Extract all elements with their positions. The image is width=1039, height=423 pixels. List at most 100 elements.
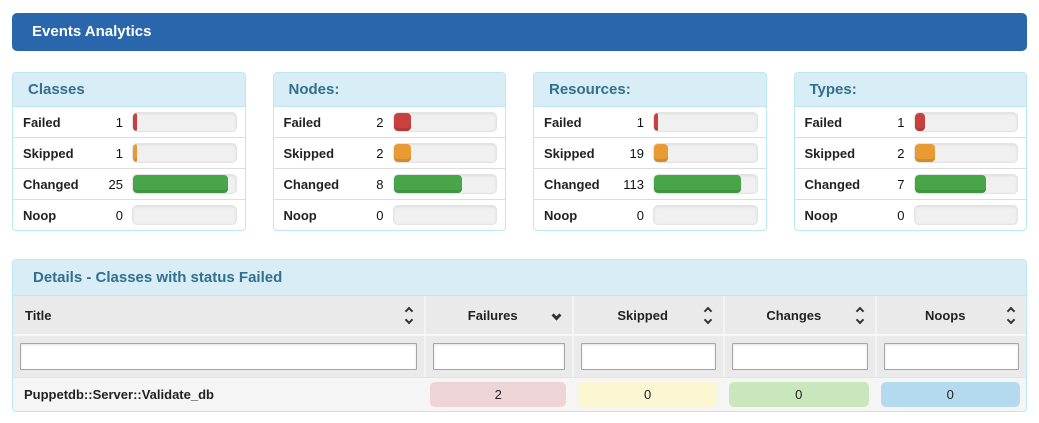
filter-cell-skipped xyxy=(572,336,723,377)
metric-value: 0 xyxy=(376,207,384,223)
progress-bar-fill xyxy=(914,113,925,131)
column-header-label: Skipped xyxy=(617,307,668,323)
metric-row-changed: Changed 113 xyxy=(534,168,766,199)
column-header-label: Title xyxy=(25,307,52,323)
progress-bar-fill xyxy=(914,144,935,162)
progress-bar-fill xyxy=(133,144,138,162)
metric-value: 1 xyxy=(115,114,123,130)
filter-input-failures[interactable] xyxy=(433,343,566,370)
progress-bar-fill xyxy=(654,113,658,131)
progress-bar-track xyxy=(132,174,237,194)
row-cell-noops: 0 xyxy=(875,378,1026,411)
metric-row-noop: Noop 0 xyxy=(273,199,505,230)
column-header-changes[interactable]: Changes xyxy=(723,296,874,334)
events-analytics-header: Events Analytics xyxy=(12,13,1027,51)
progress-bar-track xyxy=(653,205,758,225)
metric-label: Failed xyxy=(804,114,843,130)
summary-panel-types: Types: Failed 1 Skipped 2 Changed 7 Noop 0 xyxy=(793,72,1027,231)
column-header-noops[interactable]: Noops xyxy=(874,296,1026,334)
metric-value: 0 xyxy=(636,207,644,223)
progress-bar-track xyxy=(132,143,237,163)
metric-row-skipped: Skipped 1 xyxy=(13,137,245,168)
page-title: Events Analytics xyxy=(32,23,152,40)
progress-bar-track xyxy=(913,143,1018,163)
metric-label: Failed xyxy=(23,114,61,130)
row-cell-changes: 0 xyxy=(723,378,874,411)
progress-bar-fill xyxy=(654,144,669,162)
column-header-label: Changes xyxy=(766,307,822,323)
metric-label: Skipped xyxy=(804,145,856,161)
filter-input-changes[interactable] xyxy=(732,343,868,370)
metric-row-failed: Failed 1 xyxy=(534,107,766,137)
sort-icon xyxy=(703,306,713,324)
metric-row-changed: Changed 8 xyxy=(273,168,505,199)
count-badge-noops: 0 xyxy=(880,382,1020,407)
filter-input-title[interactable] xyxy=(20,343,418,370)
metric-row-failed: Failed 1 xyxy=(13,107,245,137)
summary-panel-body: Failed 1 Skipped 19 Changed 113 Noop 0 xyxy=(534,107,766,230)
metric-value: 1 xyxy=(897,114,905,130)
sort-icon xyxy=(405,306,414,324)
metric-row-noop: Noop 0 xyxy=(13,199,245,230)
progress-bar-track xyxy=(392,174,497,194)
filter-cell-noops xyxy=(874,336,1026,377)
row-title: Puppetdb::Server::Validate_db xyxy=(24,387,214,402)
summary-panel-nodes: Nodes: Failed 2 Skipped 2 Changed 8 Noop 0 xyxy=(272,72,506,231)
progress-bar-track xyxy=(913,112,1018,132)
filter-input-noops[interactable] xyxy=(883,343,1019,370)
sort-icon xyxy=(855,306,864,324)
metric-label: Failed xyxy=(283,114,322,130)
progress-bar-track xyxy=(132,205,237,225)
column-header-title[interactable]: Title xyxy=(13,296,424,334)
metric-value: 0 xyxy=(115,207,123,223)
summary-panel-body: Failed 1 Skipped 1 Changed 25 Noop 0 xyxy=(13,107,245,230)
metric-label: Noop xyxy=(23,207,57,223)
row-cell-failures: 2 xyxy=(424,378,572,411)
progress-bar-fill xyxy=(133,175,229,193)
metric-value: 7 xyxy=(897,176,905,192)
metric-row-noop: Noop 0 xyxy=(534,199,766,230)
progress-bar-track xyxy=(913,174,1018,194)
column-header-skipped[interactable]: Skipped xyxy=(572,296,723,334)
metric-label: Changed xyxy=(283,176,340,192)
sort-icon xyxy=(1006,306,1016,324)
metric-value: 0 xyxy=(897,207,905,223)
summary-panels: Classes Failed 1 Skipped 1 Changed 25 Noop 0 Node… xyxy=(12,72,1027,231)
metric-value: 1 xyxy=(115,145,123,161)
metric-label: Noop xyxy=(804,207,838,223)
column-header-label: Failures xyxy=(467,307,518,323)
metric-row-skipped: Skipped 2 xyxy=(273,137,505,168)
filter-cell-changes xyxy=(723,336,874,377)
progress-bar-track xyxy=(653,112,758,132)
metric-row-skipped: Skipped 19 xyxy=(534,137,766,168)
metric-value: 113 xyxy=(623,176,644,192)
details-table: Title Failures Skipped Changes Noops Puppetdb… xyxy=(13,296,1026,411)
row-cell-skipped: 0 xyxy=(572,378,723,411)
count-badge-changes: 0 xyxy=(729,382,869,407)
summary-panel-title: Resources: xyxy=(534,73,766,107)
count-badge-skipped: 0 xyxy=(578,382,718,407)
details-filter-row xyxy=(13,334,1026,377)
summary-panel-title: Types: xyxy=(794,73,1026,107)
summary-panel-resources: Resources: Failed 1 Skipped 19 Changed 113 Noop… xyxy=(533,72,767,231)
filter-input-skipped[interactable] xyxy=(581,343,717,370)
metric-value: 19 xyxy=(629,145,644,161)
details-title: Details - Classes with status Failed xyxy=(33,269,283,286)
column-header-failures[interactable]: Failures xyxy=(424,296,572,334)
page: Events Analytics Classes Failed 1 Skipped 1 C… xyxy=(12,13,1027,412)
summary-panel-title: Nodes: xyxy=(273,73,505,107)
metric-label: Failed xyxy=(544,114,582,130)
metric-label: Changed xyxy=(23,176,79,192)
progress-bar-track xyxy=(653,174,758,194)
metric-value: 2 xyxy=(897,145,905,161)
metric-label: Noop xyxy=(283,207,317,223)
progress-bar-fill xyxy=(914,175,987,193)
summary-panel-classes: Classes Failed 1 Skipped 1 Changed 25 Noop 0 xyxy=(12,72,246,231)
progress-bar-fill xyxy=(654,175,742,193)
details-panel: Details - Classes with status Failed Tit… xyxy=(12,259,1027,412)
summary-panel-body: Failed 2 Skipped 2 Changed 8 Noop 0 xyxy=(273,107,505,230)
filter-cell-failures xyxy=(424,336,572,377)
details-table-header-row: Title Failures Skipped Changes Noops xyxy=(13,296,1026,334)
metric-row-noop: Noop 0 xyxy=(794,199,1026,230)
summary-panel-body: Failed 1 Skipped 2 Changed 7 Noop 0 xyxy=(794,107,1026,230)
